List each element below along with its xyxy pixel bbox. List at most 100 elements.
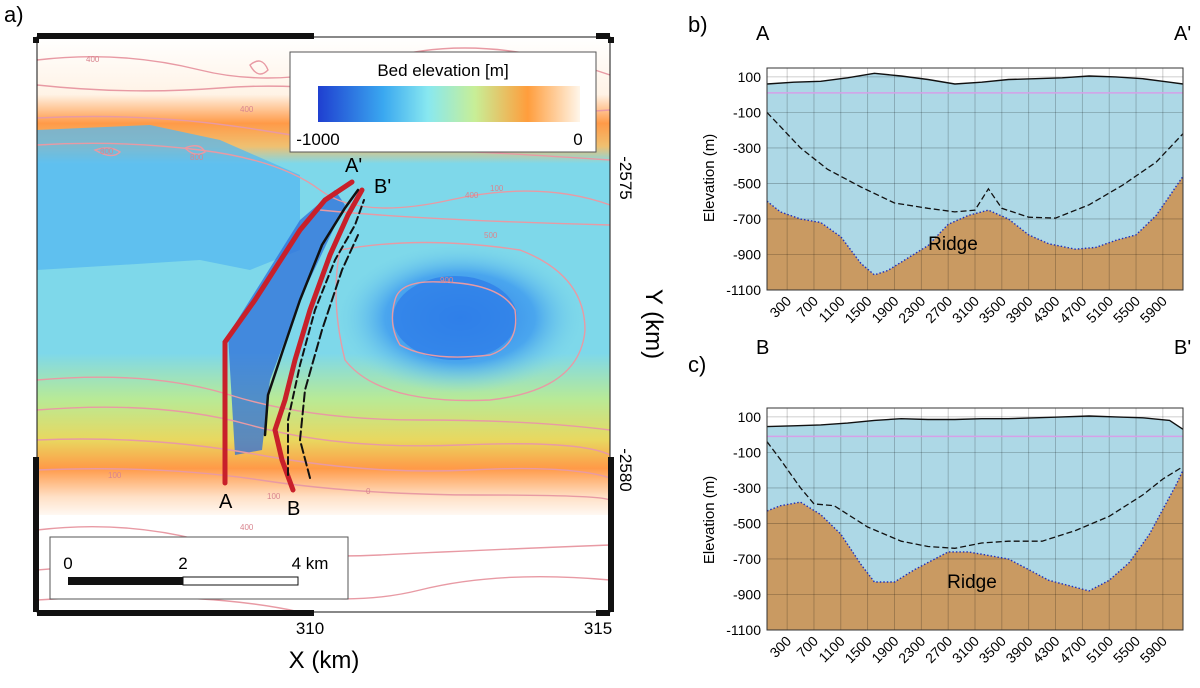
x-tick-label: 1900 bbox=[868, 293, 901, 326]
profile-lines bbox=[222, 179, 365, 493]
y-tick-label: -500 bbox=[733, 515, 761, 531]
x-tick-label: 1500 bbox=[841, 293, 874, 326]
y-tick-2580: -2580 bbox=[616, 448, 635, 491]
plot-frame bbox=[766, 407, 1184, 631]
chart-c-ridge-annotation: Ridge bbox=[947, 572, 997, 593]
x-tick-label: 1100 bbox=[815, 633, 848, 666]
ice-front-line bbox=[263, 188, 360, 437]
contour-label: 500 bbox=[484, 231, 498, 240]
chart-b-ridge-annotation: Ridge bbox=[928, 234, 978, 255]
x-tick-315: 315 bbox=[584, 619, 612, 638]
y-tick-label: -300 bbox=[733, 480, 761, 496]
y-tick-label: -900 bbox=[733, 246, 761, 262]
channel-deep bbox=[228, 190, 345, 455]
panel-b-label: b) bbox=[688, 12, 708, 37]
x-tick-label: 5900 bbox=[1137, 633, 1170, 666]
panel-c-label: c) bbox=[688, 352, 706, 377]
colorbar-gradient bbox=[318, 86, 580, 122]
scale-label-0: 0 bbox=[63, 554, 72, 573]
plot-frame bbox=[766, 67, 1184, 291]
colorbar-title: Bed elevation [m] bbox=[377, 61, 508, 80]
profile-line-a bbox=[222, 179, 355, 486]
y-tick-label: -700 bbox=[733, 551, 761, 567]
scale-bar-box bbox=[49, 536, 349, 600]
contour-label: 100 bbox=[267, 492, 281, 501]
bed-area bbox=[767, 176, 1183, 290]
y-tick-label: -300 bbox=[733, 140, 761, 156]
water-column-area bbox=[767, 73, 1183, 275]
y-tick-label: -100 bbox=[733, 104, 761, 120]
contour-label-group: 400 800 400 800 400 500 900 100 100 0 10… bbox=[86, 55, 504, 532]
surface-line bbox=[766, 415, 1184, 430]
x-tick-310: 310 bbox=[296, 619, 324, 638]
profile-label-a: A bbox=[219, 491, 233, 513]
x-tick-label: 5500 bbox=[1110, 633, 1143, 666]
profile-c-start-label: B bbox=[756, 337, 769, 359]
x-tick-label: 5900 bbox=[1137, 293, 1170, 326]
bed-line bbox=[766, 469, 1184, 592]
chart-c-y-axis-label: Elevation (m) bbox=[701, 476, 718, 564]
x-tick-label: 3100 bbox=[949, 633, 982, 666]
map-frame-ticks bbox=[33, 33, 614, 616]
y-tick-2575: -2575 bbox=[616, 156, 635, 199]
x-tick-label: 2700 bbox=[922, 633, 955, 666]
x-tick-label: 3100 bbox=[949, 293, 982, 326]
profile-label-b: B bbox=[287, 498, 300, 520]
y-tick-label: 100 bbox=[738, 69, 762, 85]
contour-label: 400 bbox=[86, 55, 100, 64]
colorbar: Bed elevation [m] -1000 0 bbox=[289, 51, 597, 153]
profile-c-end-label: B' bbox=[1174, 337, 1191, 359]
contour-label: 800 bbox=[190, 153, 204, 162]
x-tick-label: 3900 bbox=[1002, 293, 1035, 326]
chart-b-y-axis-label: Elevation (m) bbox=[701, 134, 718, 222]
panel-c-profile-chart: c) B B' Elevation (m) 100 -100 -300 -500 -70… bbox=[688, 337, 1191, 666]
profile-label-b-prime: B' bbox=[374, 176, 391, 198]
map-x-axis-label: X (km) bbox=[289, 647, 360, 674]
contour-label: 0 bbox=[366, 487, 371, 496]
western-basin bbox=[37, 125, 300, 270]
contour-label: 400 bbox=[465, 191, 479, 200]
y-tick-label: 100 bbox=[738, 409, 762, 425]
profile-label-a-prime: A' bbox=[345, 155, 362, 177]
surface-line bbox=[766, 72, 1184, 85]
x-tick-label: 3500 bbox=[976, 293, 1009, 326]
grounding-line bbox=[287, 199, 365, 476]
map-y-axis-label: Y (km) bbox=[640, 289, 667, 359]
contour-label: 800 bbox=[100, 147, 114, 156]
x-tick-label: 300 bbox=[766, 633, 794, 661]
ice-bottom-line bbox=[766, 441, 1184, 549]
profile-b-start-label: A bbox=[756, 23, 770, 45]
colorbar-max-label: 0 bbox=[573, 130, 582, 149]
contour-label: 400 bbox=[240, 105, 254, 114]
scale-bar: 0 2 4 km bbox=[49, 536, 349, 600]
bed-area bbox=[767, 470, 1183, 630]
scale-bar-black bbox=[68, 577, 183, 585]
x-tick-label: 300 bbox=[766, 293, 794, 321]
scale-bar-white bbox=[182, 576, 299, 586]
x-tick-label: 5100 bbox=[1083, 633, 1116, 666]
x-tick-label: 2700 bbox=[922, 293, 955, 326]
x-tick-label: 4700 bbox=[1056, 293, 1089, 326]
x-tick-label: 4300 bbox=[1029, 633, 1062, 666]
x-tick-label: 5500 bbox=[1110, 293, 1143, 326]
map-frame bbox=[36, 36, 611, 613]
x-tick-label: 4300 bbox=[1029, 293, 1062, 326]
contour-label: 100 bbox=[108, 471, 122, 480]
panel-a-label: a) bbox=[4, 2, 24, 27]
contour-label: 900 bbox=[440, 276, 454, 285]
y-tick-label: -900 bbox=[733, 586, 761, 602]
x-tick-label: 3500 bbox=[976, 633, 1009, 666]
scale-label-4: 4 km bbox=[292, 554, 329, 573]
panel-b-profile-chart: b) A A' Elevation (m) 100 -100 -300 -500 -70… bbox=[688, 12, 1191, 326]
y-tick-label: -100 bbox=[733, 444, 761, 460]
y-tick-label: -1100 bbox=[726, 282, 761, 298]
grounding-line-2 bbox=[298, 234, 359, 479]
y-tick-label: -700 bbox=[733, 211, 761, 227]
profile-line-b bbox=[272, 187, 365, 493]
x-tick-label: 5100 bbox=[1083, 293, 1116, 326]
water-column-area bbox=[767, 416, 1183, 591]
y-tick-label: -500 bbox=[733, 175, 761, 191]
